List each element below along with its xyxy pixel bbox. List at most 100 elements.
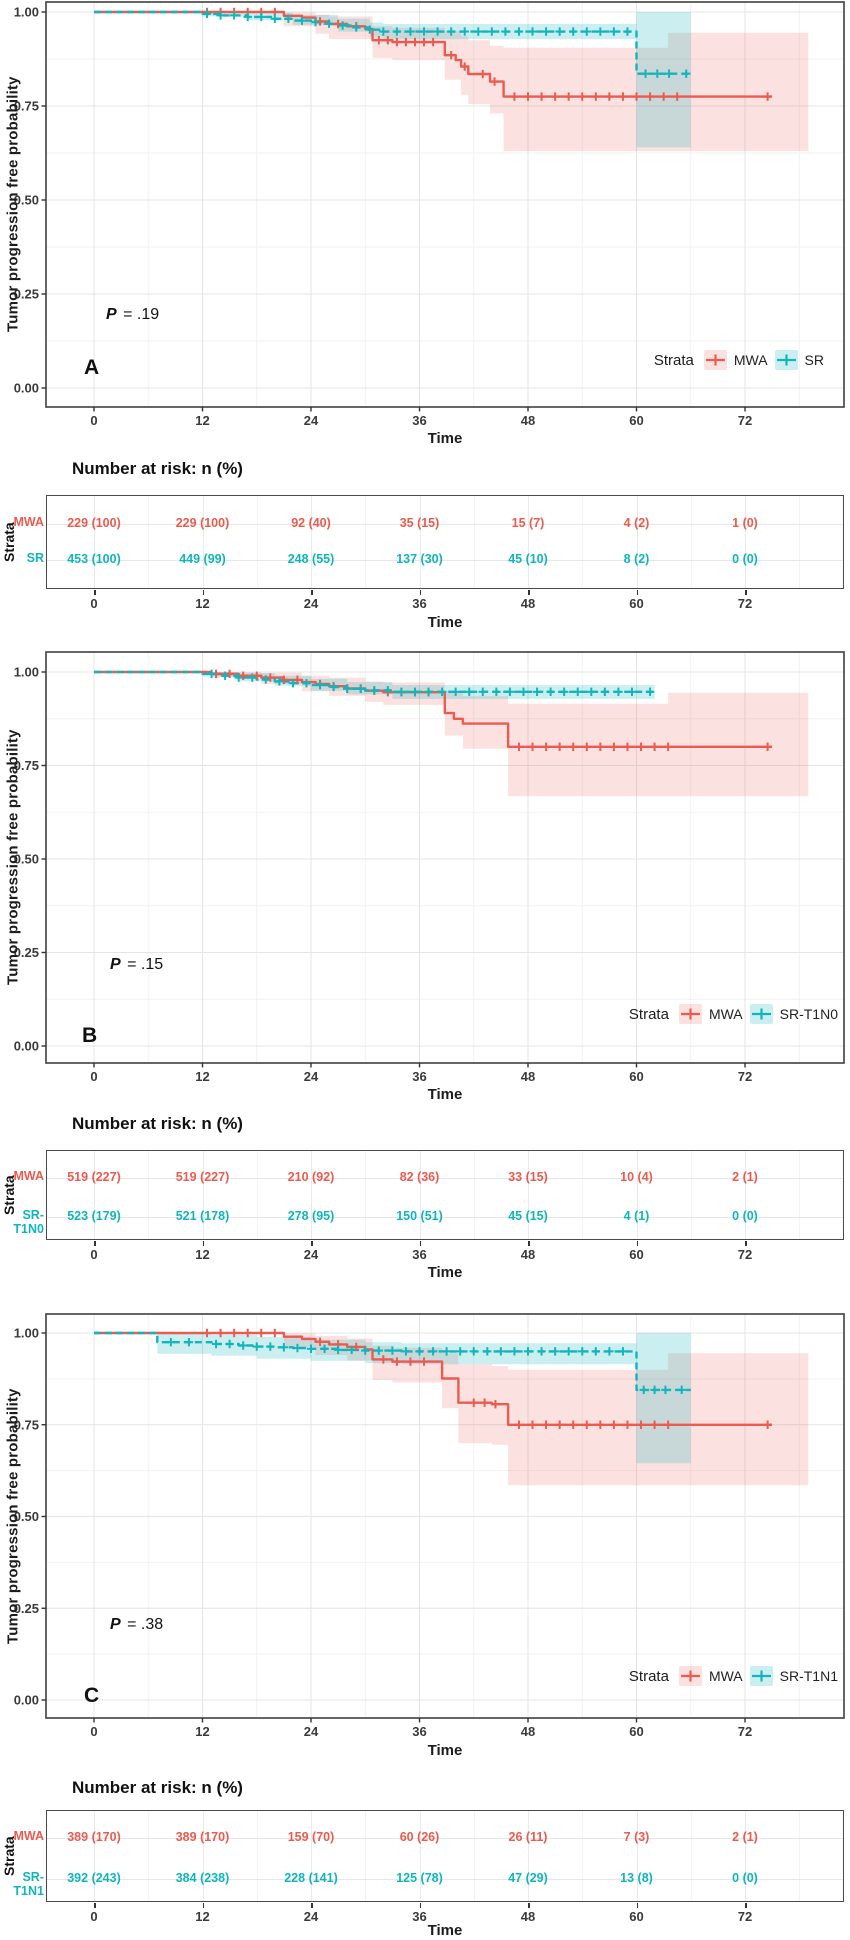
y-tick-label: 0.50 bbox=[14, 1509, 39, 1524]
risk-gridline bbox=[745, 1151, 746, 1239]
risk-x-tick-mark bbox=[745, 1903, 747, 1908]
risk-x-tick-mark bbox=[636, 590, 638, 595]
risk-table-x-axis-title-a: Time bbox=[427, 614, 463, 631]
legend-title: Strata bbox=[653, 351, 694, 369]
risk-count: 13 (8) bbox=[620, 1871, 653, 1885]
risk-x-tick-mark bbox=[311, 590, 313, 595]
risk-row-gridline bbox=[47, 1217, 843, 1218]
risk-gridline bbox=[799, 496, 801, 588]
risk-gridline bbox=[582, 496, 584, 588]
x-axis-title: Time bbox=[427, 1086, 463, 1103]
risk-count: 45 (15) bbox=[508, 1209, 548, 1223]
y-tick-label: 0.00 bbox=[14, 1693, 39, 1708]
risk-count: 92 (40) bbox=[291, 516, 331, 530]
risk-count: 82 (36) bbox=[399, 1170, 440, 1184]
legend-label-mwa: MWA bbox=[708, 1006, 743, 1022]
risk-count: 0 (0) bbox=[732, 1871, 758, 1885]
risk-count: 8 (2) bbox=[623, 552, 650, 566]
plot-panel-border bbox=[45, 1, 845, 408]
risk-row-label-sr-t1n1: SR-T1N1 bbox=[13, 1870, 44, 1898]
risk-x-tick-label: 60 bbox=[629, 1247, 644, 1262]
risk-x-tick-label: 24 bbox=[303, 1909, 319, 1924]
y-tick-label: 1.00 bbox=[14, 5, 39, 20]
legend-b: Strata MWA SR-T1N0 bbox=[629, 1004, 838, 1024]
x-tick-label: 0 bbox=[90, 1724, 97, 1739]
risk-count: 229 (100) bbox=[67, 516, 121, 530]
y-tick-label: 0.00 bbox=[14, 381, 39, 396]
legend-label-sr-t1n0: SR-T1N0 bbox=[779, 1006, 838, 1022]
legend-key-mwa-icon bbox=[678, 1004, 702, 1024]
risk-gridline bbox=[311, 1151, 312, 1239]
risk-x-tick-label: 12 bbox=[195, 1909, 210, 1924]
risk-row-gridline bbox=[47, 524, 843, 525]
risk-x-tick-label: 0 bbox=[90, 1909, 98, 1924]
risk-count: 1 (0) bbox=[732, 516, 758, 530]
risk-count: 392 (243) bbox=[67, 1871, 121, 1885]
risk-x-tick-label: 60 bbox=[629, 596, 644, 611]
legend-a: Strata MWA SR bbox=[654, 350, 824, 370]
x-tick-label: 48 bbox=[521, 413, 535, 428]
x-tick-label: 36 bbox=[412, 1724, 426, 1739]
risk-x-tick-label: 72 bbox=[737, 596, 753, 611]
risk-x-tick-mark bbox=[311, 1241, 313, 1246]
legend-c: Strata MWA SR-T1N1 bbox=[629, 1666, 838, 1686]
risk-gridline bbox=[799, 1811, 801, 1901]
risk-gridline bbox=[636, 1151, 638, 1239]
x-tick-label: 48 bbox=[521, 1069, 535, 1084]
x-tick-label: 60 bbox=[629, 1724, 643, 1739]
risk-gridline bbox=[202, 1811, 204, 1901]
risk-count: 150 (51) bbox=[396, 1209, 443, 1223]
risk-gridline bbox=[473, 1811, 475, 1901]
risk-x-tick-mark bbox=[419, 1241, 421, 1246]
legend-key-sr-t1n1-icon bbox=[749, 1666, 773, 1686]
risk-count: 229 (100) bbox=[175, 516, 230, 530]
risk-count: 389 (170) bbox=[67, 1830, 121, 1844]
km-plot-b: 0 12 24 36 48 60 72 1.00 0.75 0.50 0.25 0.00 bbox=[14, 651, 845, 1084]
risk-gridline bbox=[419, 1811, 421, 1901]
x-tick-label: 36 bbox=[412, 1069, 426, 1084]
risk-count: 33 (15) bbox=[508, 1170, 548, 1184]
risk-count: 248 (55) bbox=[287, 552, 335, 566]
risk-x-tick-label: 24 bbox=[303, 596, 319, 611]
risk-table-b: 519 (227) 519 (227) 210 (92) 82 (36) 33 (15)… bbox=[46, 1150, 844, 1240]
y-tick-label: 0.50 bbox=[14, 193, 39, 208]
p-value-symbol: P bbox=[110, 1616, 121, 1633]
legend-title: Strata bbox=[628, 1005, 669, 1023]
risk-gridline bbox=[745, 1811, 746, 1901]
risk-gridline bbox=[365, 496, 367, 588]
risk-table-title-b: Number at risk: n (%) bbox=[72, 1114, 243, 1133]
x-tick-label: 36 bbox=[412, 413, 426, 428]
risk-count: 35 (15) bbox=[399, 516, 440, 530]
km-plot-c: 0 12 24 36 48 60 72 1.00 0.75 0.50 0.25 0.00 bbox=[14, 1313, 845, 1739]
risk-count: 4 (2) bbox=[623, 516, 650, 530]
plot-panel-bg bbox=[46, 2, 844, 407]
risk-count: 523 (179) bbox=[67, 1209, 121, 1223]
risk-gridline bbox=[202, 1151, 204, 1239]
risk-gridline bbox=[799, 1151, 801, 1239]
risk-row-label-sr-t1n0: SR-T1N0 bbox=[13, 1208, 44, 1236]
y-tick-label: 0.75 bbox=[14, 1417, 39, 1432]
risk-gridline bbox=[256, 496, 258, 588]
risk-row-label-mwa: MWA bbox=[13, 515, 44, 529]
risk-x-tick-mark bbox=[528, 1241, 530, 1246]
risk-x-tick-mark bbox=[636, 1903, 638, 1908]
risk-gridline bbox=[94, 496, 95, 588]
plot-panel-bg bbox=[46, 652, 844, 1063]
risk-x-tick-label: 48 bbox=[520, 1909, 536, 1924]
legend-label-mwa: MWA bbox=[733, 352, 768, 368]
plot-panel-border bbox=[45, 651, 845, 1064]
risk-gridline bbox=[94, 1811, 95, 1901]
risk-row-label-sr: SR bbox=[26, 551, 44, 565]
legend-key-sr-t1n0-icon bbox=[749, 1004, 773, 1024]
risk-gridline bbox=[148, 1151, 150, 1239]
risk-x-tick-label: 0 bbox=[90, 1247, 98, 1262]
x-tick-label: 12 bbox=[195, 1724, 209, 1739]
risk-count: 210 (92) bbox=[287, 1170, 335, 1184]
risk-gridline bbox=[690, 1151, 692, 1239]
ci-ribbon-mwa bbox=[94, 672, 809, 797]
y-tick-label: 1.00 bbox=[14, 665, 39, 680]
risk-count: 47 (29) bbox=[508, 1871, 548, 1885]
risk-x-tick-label: 48 bbox=[520, 1247, 536, 1262]
risk-count: 2 (1) bbox=[732, 1170, 758, 1184]
